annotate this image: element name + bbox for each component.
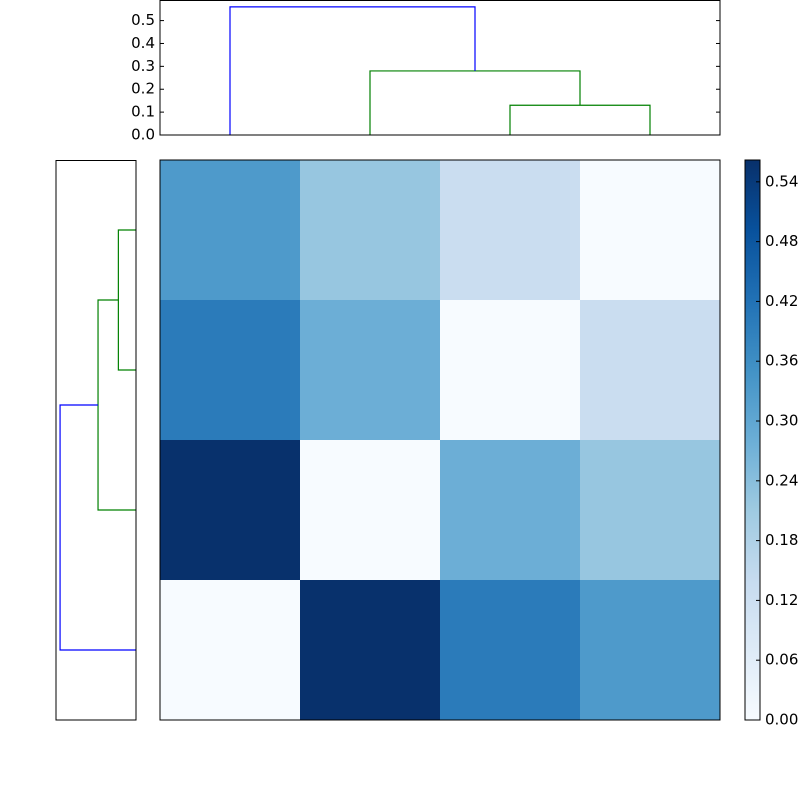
heatmap-cell [160, 300, 301, 441]
y-tick-label: 0.2 [131, 80, 155, 98]
heatmap-cell [440, 580, 581, 721]
dendrogram-link [509, 104, 651, 135]
axes-frame [159, 159, 721, 721]
colorbar-tick-label: 0.18 [765, 531, 798, 549]
colorbar-tick-label: 0.24 [765, 471, 798, 489]
colorbar [744, 159, 761, 721]
heatmap-cell [580, 300, 721, 441]
dendrogram-link [229, 6, 476, 135]
dendrogram-link [59, 404, 136, 651]
colorbar-tick-label: 0.30 [765, 412, 798, 430]
heatmap-cell [580, 160, 721, 301]
heatmap-cell [440, 160, 581, 301]
colorbar-tick-label: 0.00 [765, 711, 798, 729]
heatmap-cell [300, 300, 441, 441]
axes-frame [159, 0, 721, 136]
heatmap-cell [160, 160, 301, 301]
colorbar-tick-label: 0.36 [765, 352, 798, 370]
y-tick-label: 0.1 [131, 103, 155, 121]
heatmap-cell [300, 160, 441, 301]
heatmap-cell [580, 440, 721, 581]
y-tick-label: 0.0 [131, 126, 155, 144]
y-tick-label: 0.4 [131, 34, 155, 52]
dendrogram-link [369, 70, 581, 135]
colorbar-tick-label: 0.42 [765, 292, 798, 310]
colorbar-tick-label: 0.06 [765, 651, 798, 669]
y-tick-label: 0.5 [131, 11, 155, 29]
heatmap-cell [440, 300, 581, 441]
colorbar-tick-label: 0.54 [765, 172, 798, 190]
heatmap-cell [440, 440, 581, 581]
heatmap-cell [300, 580, 441, 721]
heatmap-cell [300, 440, 441, 581]
colorbar-tick-label: 0.48 [765, 232, 798, 250]
axes-frame [55, 160, 137, 721]
y-tick-label: 0.3 [131, 57, 155, 75]
dendrogram-link [117, 229, 136, 371]
heatmap-cell [160, 580, 301, 721]
heatmap-cell [160, 440, 301, 581]
colorbar-tick-label: 0.12 [765, 591, 798, 609]
heatmap-cell [580, 580, 721, 721]
dendrogram-link [97, 299, 136, 511]
